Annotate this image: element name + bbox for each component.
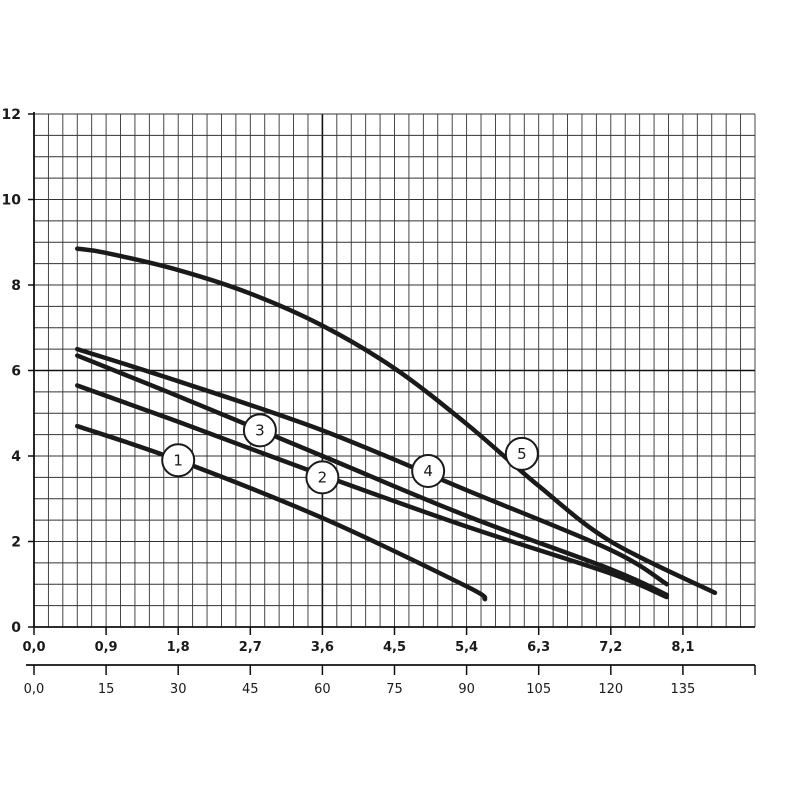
curve-labels: 1 2 3 4 5 bbox=[161, 413, 539, 495]
x-tick-label: 2,7 bbox=[239, 640, 262, 655]
y-tick-label: 4 bbox=[11, 449, 21, 465]
y-tick-label: 8 bbox=[11, 278, 21, 294]
curve-label-circle bbox=[504, 436, 539, 471]
y-tick-label: 0 bbox=[11, 620, 21, 636]
x-tick-label: 0,9 bbox=[95, 640, 118, 655]
curve-label-circle bbox=[305, 460, 340, 495]
curve-2-line bbox=[75, 383, 670, 600]
curve-label-circle bbox=[242, 413, 277, 448]
curves bbox=[75, 246, 718, 602]
secondary-x-tick-label: 15 bbox=[98, 682, 115, 697]
secondary-x-tick-label: 30 bbox=[170, 682, 187, 697]
secondary-x-tick-label: 120 bbox=[598, 682, 623, 697]
secondary-x-tick-label: 60 bbox=[314, 682, 331, 697]
curve-3-line bbox=[75, 353, 670, 598]
x-tick-label: 7,2 bbox=[599, 640, 622, 655]
y-tick-label: 6 bbox=[11, 364, 21, 380]
curve-label-circle bbox=[411, 453, 446, 488]
curve-label-text: 3 bbox=[255, 421, 265, 439]
curve-label-text: 2 bbox=[318, 468, 328, 486]
curve-4-line bbox=[75, 346, 670, 587]
x-tick-label: 5,4 bbox=[455, 640, 478, 655]
y-tick-label: 2 bbox=[11, 535, 21, 551]
x-tick-label: 8,1 bbox=[671, 640, 694, 655]
x-tick-label: 4,5 bbox=[383, 640, 406, 655]
curve-label-circle bbox=[161, 443, 196, 478]
curve-label-text: 1 bbox=[173, 451, 183, 469]
x-tick-label: 0,0 bbox=[22, 640, 45, 655]
grid bbox=[33, 113, 756, 628]
x-tick-label: 1,8 bbox=[167, 640, 190, 655]
x-tick-label: 6,3 bbox=[527, 640, 550, 655]
curve-5-line bbox=[75, 246, 718, 596]
secondary-x-tick-label: 45 bbox=[242, 682, 259, 697]
secondary-x-tick-label: 90 bbox=[458, 682, 475, 697]
curve-1-line bbox=[75, 423, 488, 602]
x-tick-label: 3,6 bbox=[311, 640, 334, 655]
secondary-x-tick-label: 0,0 bbox=[24, 682, 45, 697]
secondary-x-tick-label: 105 bbox=[526, 682, 551, 697]
y-tick-label: 12 bbox=[2, 107, 21, 123]
y-tick-label: 10 bbox=[2, 193, 22, 209]
curve-label-text: 4 bbox=[423, 462, 433, 480]
secondary-x-tick-label: 75 bbox=[386, 682, 403, 697]
curve-label-text: 5 bbox=[517, 445, 527, 463]
secondary-x-tick-label: 135 bbox=[670, 682, 695, 697]
